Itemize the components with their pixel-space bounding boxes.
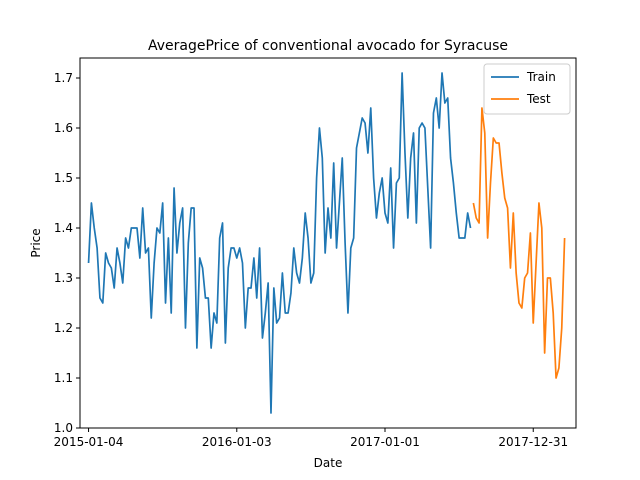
y-tick-label: 1.3: [54, 271, 73, 285]
y-tick-label: 1.0: [54, 421, 73, 435]
series-layer: [87, 72, 566, 414]
plot-area: [80, 58, 576, 428]
legend: Train Test: [483, 63, 571, 115]
x-tick-label: 2016-01-03: [202, 435, 272, 449]
x-tick-label: 2017-01-01: [350, 435, 420, 449]
y-tick-label: 1.7: [54, 71, 73, 85]
x-axis-label: Date: [314, 456, 343, 470]
legend-label-test: Test: [526, 92, 551, 106]
series-line-test: [472, 107, 566, 379]
y-tick-label: 1.4: [54, 221, 73, 235]
y-tick-label: 1.5: [54, 171, 73, 185]
y-axis-label: Price: [29, 228, 43, 257]
series-line-train: [87, 72, 472, 414]
x-tick-label: 2017-12-31: [498, 435, 568, 449]
y-tick-label: 1.1: [54, 371, 73, 385]
x-tick-label: 2015-01-04: [54, 435, 124, 449]
y-tick-label: 1.2: [54, 321, 73, 335]
chart-title: AveragePrice of conventional avocado for…: [148, 38, 508, 54]
y-tick-label: 1.6: [54, 121, 73, 135]
ticks-layer: 1.0 1.1 1.2 1.3 1.4 1.5 1.6 1.7 2015-01-04 2016-0…: [54, 71, 568, 449]
plot-frame: [79, 57, 577, 429]
legend-label-train: Train: [526, 70, 556, 84]
